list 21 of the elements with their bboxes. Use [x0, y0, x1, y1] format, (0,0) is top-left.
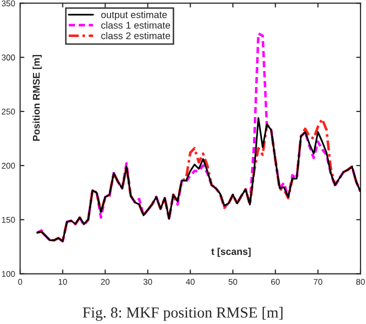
x-tick-label: 20: [101, 278, 110, 285]
y-tick-label: 350: [2, 0, 15, 6]
x-tick-label: 40: [186, 278, 195, 285]
legend-label: class 1 estimate: [101, 22, 170, 29]
x-tick-label: 60: [271, 278, 280, 285]
x-axis-title: t [scans]: [211, 248, 251, 257]
x-tick-label: 30: [143, 278, 152, 285]
x-tick-label: 0: [18, 278, 22, 285]
legend-label: output estimate: [101, 11, 167, 20]
caption: Fig. 8: MKF position RMSE [m]: [82, 306, 282, 321]
y-tick-label: 150: [2, 216, 15, 223]
x-tick-label: 50: [228, 278, 238, 285]
x-tick-label: 10: [58, 278, 67, 285]
x-tick-label: 70: [314, 278, 322, 285]
y-axis-title: Position RMSE [m]: [32, 54, 42, 141]
y-tick-label: 200: [2, 162, 15, 169]
x-tick-label: 80: [356, 278, 365, 285]
y-tick-label: 300: [2, 54, 15, 60]
y-tick-label: 100: [2, 270, 15, 277]
legend-label: class 2 estimate: [101, 32, 170, 40]
y-tick-label: 250: [2, 108, 15, 115]
